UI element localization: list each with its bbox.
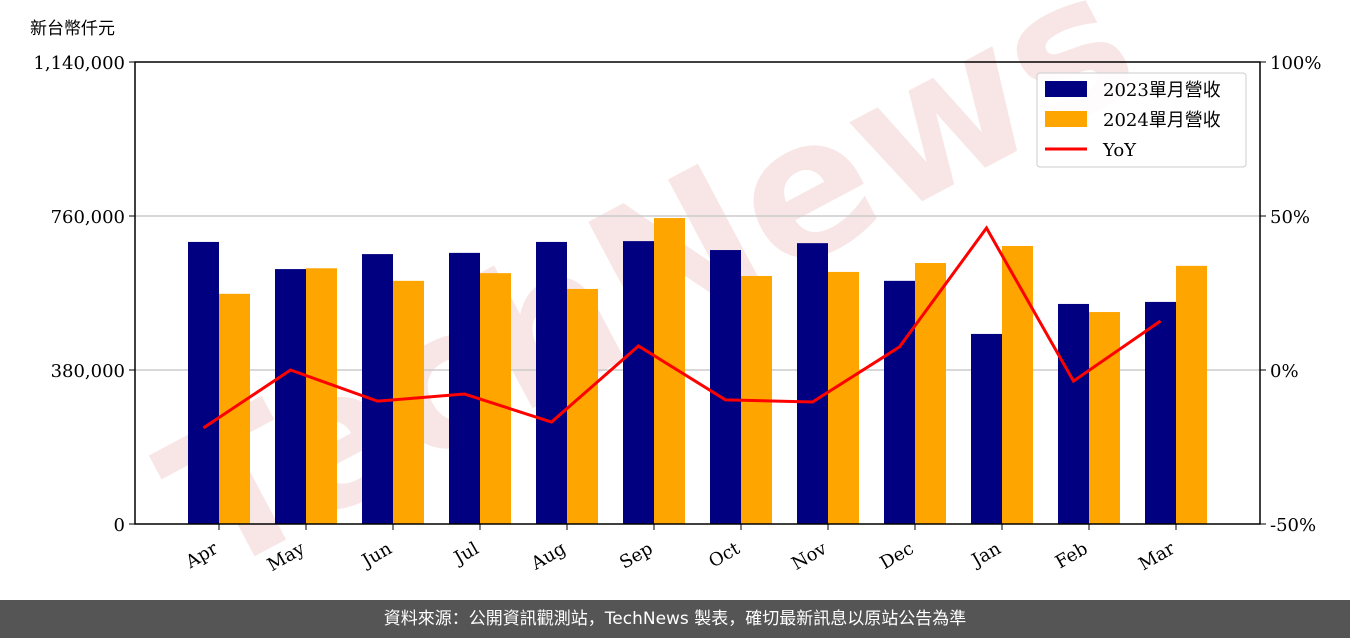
x-tick-label: Feb [1052, 538, 1092, 573]
plot-frame [134, 61, 1261, 525]
bar [275, 269, 306, 524]
x-tick-label: Dec [877, 538, 918, 574]
y2-tick-label: -50% [1270, 515, 1316, 536]
bar [828, 271, 859, 524]
bar [188, 241, 219, 525]
y2-tick-label: 50% [1270, 207, 1310, 228]
y-tick-label: 1,140,000 [33, 53, 125, 74]
y-tick-label: 760,000 [51, 207, 125, 228]
y2-tick-label: 100% [1270, 53, 1321, 74]
x-tick-label: Sep [616, 538, 656, 573]
x-tick-label: Mar [1135, 538, 1179, 575]
bar [1176, 265, 1207, 524]
bar [971, 333, 1002, 524]
bar [884, 280, 915, 524]
x-tick-label: Oct [705, 538, 744, 573]
bar [536, 241, 567, 525]
x-tick-label: Nov [788, 538, 831, 575]
y2-tick-label: 0% [1270, 361, 1299, 382]
chart: 新台幣仟元 TechNews 0380,000760,0001,140,000-… [30, 0, 1321, 600]
legend-label: 2024單月營收 [1103, 110, 1221, 131]
bar [1145, 301, 1176, 524]
bar [623, 241, 654, 524]
legend-swatch [1045, 81, 1087, 97]
footer: 資料來源：公開資訊觀測站，TechNews 製表，確切最新訊息以原站公告為準 [0, 600, 1350, 638]
bar [797, 243, 828, 524]
legend-box [1036, 72, 1247, 168]
legend-label: YoY [1102, 140, 1137, 161]
x-tick-label: Aug [527, 538, 570, 575]
line [202, 225, 1162, 430]
bar [480, 273, 511, 524]
bar [1058, 303, 1089, 524]
bar [567, 288, 598, 524]
x-tick-label: Jul [449, 538, 483, 570]
bar [1002, 245, 1033, 524]
y-tick-label: 380,000 [51, 361, 125, 382]
bar [306, 268, 337, 524]
y-axis-unit: 新台幣仟元 [30, 19, 115, 39]
bar [393, 280, 424, 524]
bar [710, 250, 741, 524]
y-tick-label: 0 [114, 515, 125, 536]
bar [1089, 312, 1120, 524]
bar [449, 252, 480, 524]
legend-swatch [1045, 111, 1087, 127]
bar [362, 254, 393, 525]
legend-label: 2023單月營收 [1103, 80, 1221, 101]
x-tick-label: Jan [967, 538, 1005, 572]
